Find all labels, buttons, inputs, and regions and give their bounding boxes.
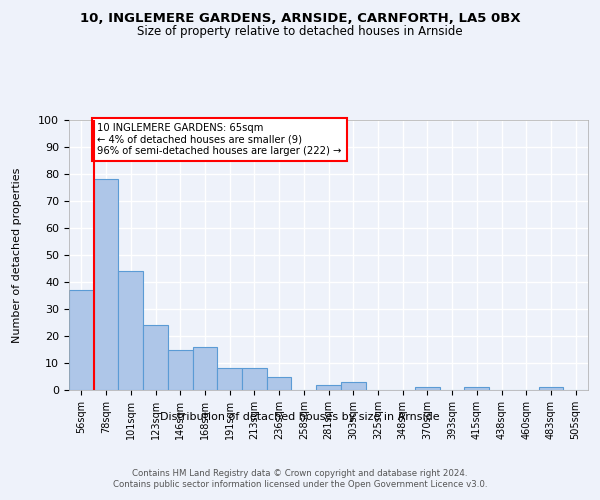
Bar (94, 180, 118, 390)
Bar (415, 388, 440, 390)
Bar (217, 368, 242, 390)
Text: Contains HM Land Registry data © Crown copyright and database right 2024.: Contains HM Land Registry data © Crown c… (132, 469, 468, 478)
Bar (341, 382, 365, 390)
Bar (118, 271, 143, 390)
Bar (464, 388, 489, 390)
Text: 10, INGLEMERE GARDENS, ARNSIDE, CARNFORTH, LA5 0BX: 10, INGLEMERE GARDENS, ARNSIDE, CARNFORT… (80, 12, 520, 26)
Bar (69, 290, 94, 390)
Bar (242, 368, 267, 390)
Text: Distribution of detached houses by size in Arnside: Distribution of detached houses by size … (160, 412, 440, 422)
Bar (143, 325, 168, 390)
Bar (267, 376, 292, 390)
Bar (168, 350, 193, 390)
Y-axis label: Number of detached properties: Number of detached properties (12, 168, 22, 342)
Text: 10 INGLEMERE GARDENS: 65sqm
← 4% of detached houses are smaller (9)
96% of semi-: 10 INGLEMERE GARDENS: 65sqm ← 4% of deta… (97, 122, 342, 156)
Text: Contains public sector information licensed under the Open Government Licence v3: Contains public sector information licen… (113, 480, 487, 489)
Bar (539, 388, 563, 390)
Text: Size of property relative to detached houses in Arnside: Size of property relative to detached ho… (137, 25, 463, 38)
Bar (193, 347, 217, 390)
Bar (316, 384, 341, 390)
